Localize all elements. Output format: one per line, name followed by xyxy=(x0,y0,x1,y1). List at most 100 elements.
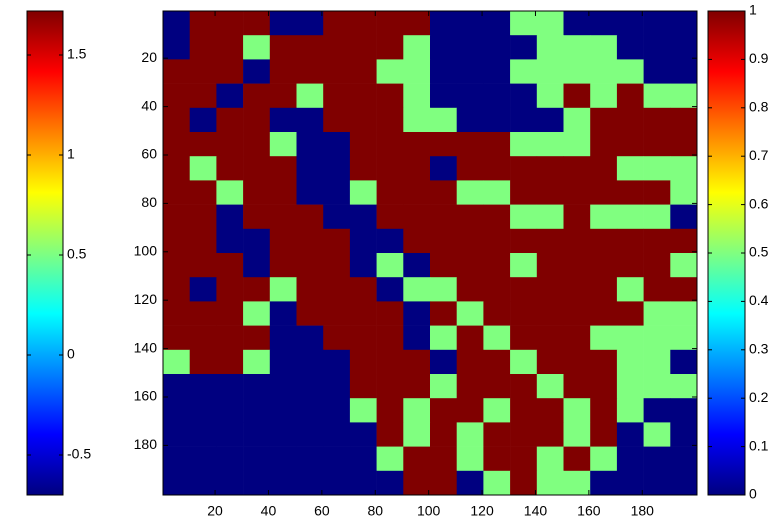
heatmap-cell xyxy=(670,180,698,205)
heatmap-cell xyxy=(403,422,431,447)
heatmap-cell xyxy=(483,470,511,496)
heatmap-cell xyxy=(323,398,351,423)
heatmap-cell xyxy=(349,374,377,399)
heatmap-cell xyxy=(189,301,217,326)
heatmap-cell xyxy=(349,83,377,109)
heatmap-cell xyxy=(536,107,564,133)
heatmap-cell xyxy=(590,180,618,205)
heatmap-cell xyxy=(483,374,511,399)
heatmap-cell xyxy=(376,277,404,302)
heatmap-cell xyxy=(189,446,217,472)
heatmap-cell xyxy=(189,398,217,423)
heatmap-cell xyxy=(376,374,404,399)
heatmap-cell xyxy=(430,132,457,157)
heatmap-cell xyxy=(243,277,271,302)
heatmap-cell xyxy=(483,277,511,302)
colorbar-tick-label: 0.9 xyxy=(749,50,769,66)
heatmap-cell xyxy=(376,156,404,181)
heatmap-cell xyxy=(510,11,538,36)
y-tick-label: 60 xyxy=(141,146,157,162)
heatmap-cell xyxy=(376,446,404,472)
heatmap-cell xyxy=(430,325,457,351)
heatmap-cell xyxy=(349,325,377,351)
heatmap-cell xyxy=(616,446,644,472)
heatmap-cell xyxy=(536,132,564,157)
heatmap-cell xyxy=(590,301,618,326)
heatmap-cell xyxy=(670,83,698,109)
heatmap-cell xyxy=(216,83,244,109)
heatmap-cell xyxy=(616,156,644,181)
heatmap-cell xyxy=(456,470,484,496)
heatmap-cell xyxy=(349,349,377,375)
heatmap-cell xyxy=(323,349,351,375)
heatmap-cell xyxy=(269,398,297,423)
heatmap-cell xyxy=(269,11,297,36)
heatmap-cell xyxy=(563,11,591,36)
heatmap-cell xyxy=(269,374,297,399)
heatmap-cell xyxy=(510,83,538,109)
colorbar-tick-label: 0.5 xyxy=(749,244,769,260)
heatmap-cell xyxy=(189,132,217,157)
heatmap-cell xyxy=(510,204,538,230)
heatmap-cell xyxy=(510,35,538,60)
heatmap-cell xyxy=(670,59,698,84)
heatmap-cell xyxy=(216,180,244,205)
heatmap-cell xyxy=(456,83,484,109)
heatmap-cell xyxy=(296,156,324,181)
heatmap-cell xyxy=(616,301,644,326)
heatmap-cell xyxy=(403,349,431,375)
heatmap-cell xyxy=(536,446,564,472)
heatmap-cell xyxy=(323,11,351,36)
heatmap-cell xyxy=(563,107,591,133)
heatmap-cell xyxy=(643,374,671,399)
heatmap-cell xyxy=(403,132,431,157)
heatmap-cell xyxy=(590,83,618,109)
heatmap-cell xyxy=(243,349,271,375)
colorbar-tick-label: 0.4 xyxy=(749,292,769,308)
heatmap-cell xyxy=(269,180,297,205)
colorbar-tick-label: 1 xyxy=(67,146,75,162)
heatmap-cell xyxy=(269,107,297,133)
heatmap-cell xyxy=(563,204,591,230)
heatmap-cell xyxy=(243,204,271,230)
x-tick-label: 80 xyxy=(367,503,383,519)
heatmap-cell xyxy=(616,253,644,278)
heatmap-cell xyxy=(243,422,271,447)
heatmap-cell xyxy=(643,253,671,278)
heatmap-cell xyxy=(616,180,644,205)
heatmap-cell xyxy=(536,422,564,447)
heatmap-cell xyxy=(323,59,351,84)
heatmap-cell xyxy=(563,349,591,375)
heatmap-cell xyxy=(189,83,217,109)
heatmap-cell xyxy=(189,325,217,351)
heatmap-cell xyxy=(163,180,190,205)
heatmap-cell xyxy=(510,374,538,399)
heatmap-cell xyxy=(590,470,618,496)
heatmap-cell xyxy=(296,374,324,399)
heatmap-cell xyxy=(163,35,190,60)
colorbar-tick-label: 1 xyxy=(749,2,757,18)
heatmap-cell xyxy=(643,446,671,472)
heatmap-cell xyxy=(456,11,484,36)
heatmap-cell xyxy=(456,35,484,60)
heatmap-cell xyxy=(323,228,351,254)
heatmap-cell xyxy=(163,277,190,302)
heatmap-cell xyxy=(189,156,217,181)
heatmap-cell xyxy=(403,59,431,84)
heatmap-cell xyxy=(670,156,698,181)
heatmap-cell xyxy=(430,83,457,109)
heatmap-cell xyxy=(483,349,511,375)
heatmap-cell xyxy=(269,422,297,447)
heatmap-cell xyxy=(376,83,404,109)
x-tick-label: 20 xyxy=(207,503,223,519)
heatmap-cell xyxy=(189,11,217,36)
heatmap-cell xyxy=(483,253,511,278)
heatmap-cell xyxy=(269,59,297,84)
heatmap-cell xyxy=(269,132,297,157)
heatmap-cell xyxy=(430,349,457,375)
heatmap-cell xyxy=(403,35,431,60)
heatmap-cell xyxy=(643,470,671,496)
heatmap-cell xyxy=(323,470,351,496)
heatmap-cell xyxy=(563,398,591,423)
heatmap-cell xyxy=(483,204,511,230)
